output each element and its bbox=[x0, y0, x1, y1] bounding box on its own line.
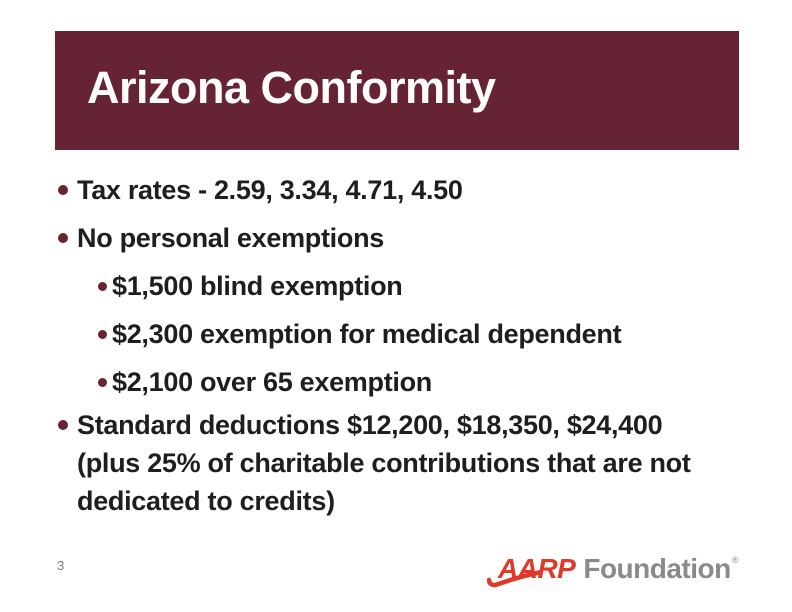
registered-trademark: ® bbox=[731, 555, 739, 565]
list-item: $1,500 blind exemption bbox=[55, 262, 775, 310]
list-item-text-line: Standard deductions $12,200, $18,350, $2… bbox=[77, 410, 663, 440]
bullet-icon bbox=[58, 420, 68, 430]
list-item: Tax rates - 2.59, 3.34, 4.71, 4.50 bbox=[55, 166, 775, 214]
bullet-icon bbox=[98, 330, 107, 339]
list-item: $2,100 over 65 exemption bbox=[55, 358, 775, 406]
bullet-icon bbox=[98, 378, 107, 387]
list-item-text: $1,500 blind exemption bbox=[112, 271, 403, 301]
title-band: Arizona Conformity bbox=[55, 31, 739, 150]
aarp-foundation-logo: AARP Foundation ® bbox=[487, 553, 739, 588]
list-item-text-line: (plus 25% of charitable contributions th… bbox=[77, 448, 691, 478]
logo-swoosh-icon bbox=[487, 570, 541, 588]
slide-title: Arizona Conformity bbox=[87, 61, 496, 113]
list-item-text: $2,100 over 65 exemption bbox=[112, 367, 432, 397]
bullet-icon bbox=[58, 233, 68, 243]
logo-aarp-text: AARP bbox=[487, 554, 576, 588]
list-item: No personal exemptions bbox=[55, 214, 775, 262]
list-item-text-line: dedicated to credits) bbox=[77, 486, 335, 516]
bullet-icon bbox=[98, 282, 107, 291]
list-item: $2,300 exemption for medical dependent bbox=[55, 310, 775, 358]
list-item-text: No personal exemptions bbox=[77, 223, 384, 253]
list-item-text: $2,300 exemption for medical dependent bbox=[112, 319, 622, 349]
logo-foundation-text: Foundation bbox=[583, 553, 731, 584]
bullet-list: Tax rates - 2.59, 3.34, 4.71, 4.50 No pe… bbox=[55, 166, 775, 520]
list-item-text: Tax rates - 2.59, 3.34, 4.71, 4.50 bbox=[77, 175, 463, 205]
list-item: Standard deductions $12,200, $18,350, $2… bbox=[55, 406, 775, 520]
bullet-icon bbox=[58, 185, 68, 195]
page-number: 3 bbox=[57, 558, 65, 573]
